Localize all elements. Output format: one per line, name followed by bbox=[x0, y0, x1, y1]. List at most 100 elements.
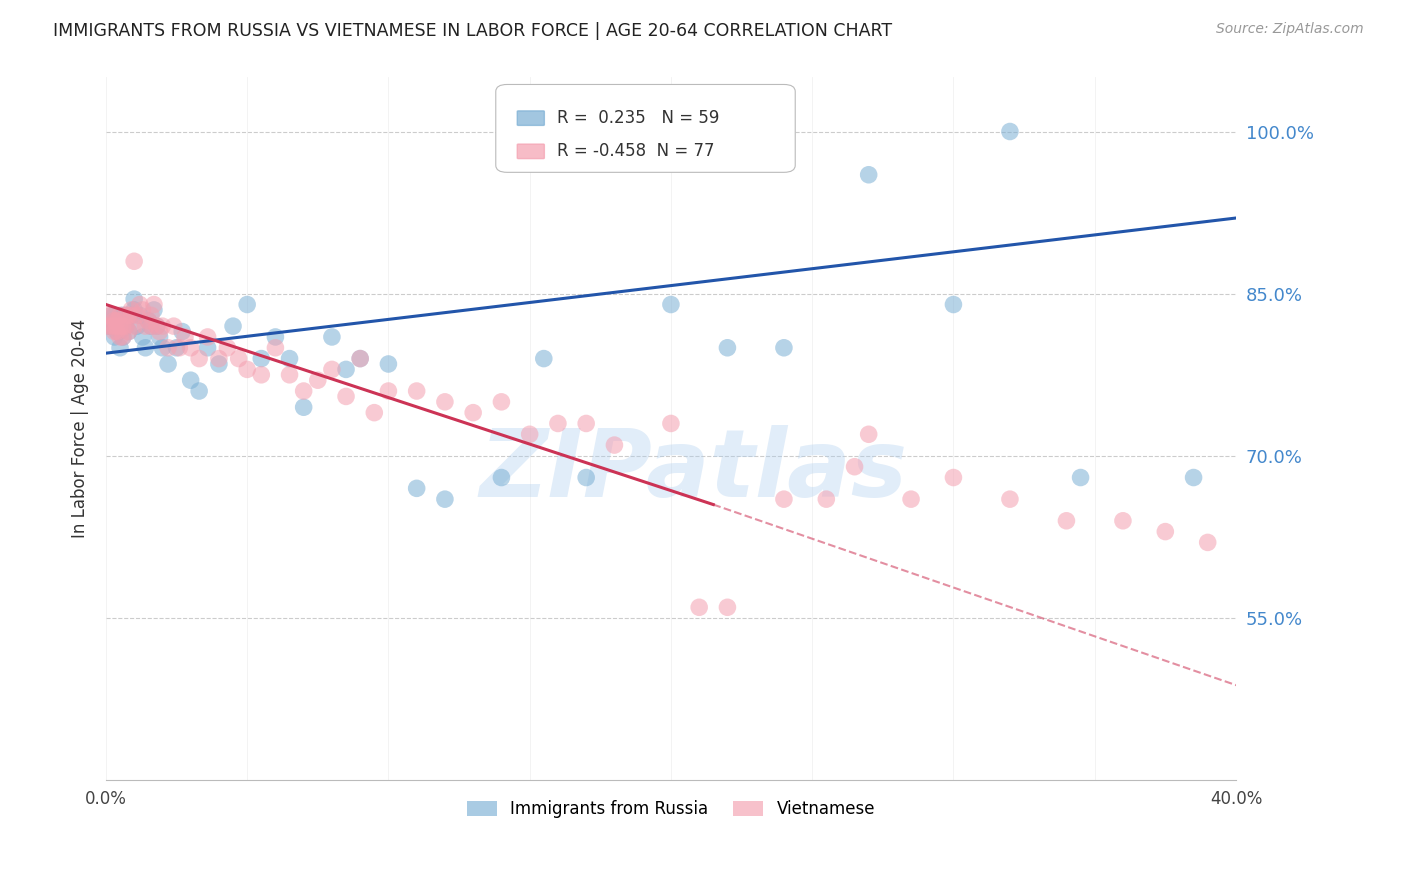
Point bbox=[105, 325, 128, 339]
Point bbox=[1054, 514, 1077, 528]
Point bbox=[103, 309, 125, 323]
Point bbox=[125, 309, 148, 323]
Text: R = -0.458  N = 77: R = -0.458 N = 77 bbox=[557, 143, 714, 161]
Point bbox=[844, 459, 866, 474]
Point bbox=[120, 302, 142, 317]
Point bbox=[114, 309, 136, 323]
Point bbox=[163, 319, 186, 334]
Point bbox=[114, 319, 136, 334]
Point bbox=[97, 309, 120, 323]
Point bbox=[998, 124, 1021, 138]
Point bbox=[174, 330, 197, 344]
Point bbox=[180, 373, 202, 387]
Point bbox=[433, 394, 456, 409]
Point bbox=[100, 309, 122, 323]
Text: ZIPatlas: ZIPatlas bbox=[479, 425, 908, 517]
Legend: Immigrants from Russia, Vietnamese: Immigrants from Russia, Vietnamese bbox=[460, 793, 882, 825]
Point bbox=[114, 309, 136, 323]
Point bbox=[197, 341, 219, 355]
Point bbox=[131, 330, 153, 344]
Point bbox=[149, 325, 172, 339]
Point bbox=[659, 297, 682, 311]
Point bbox=[491, 470, 513, 484]
Point bbox=[405, 481, 427, 495]
Point bbox=[157, 341, 180, 355]
Point bbox=[117, 325, 139, 339]
Point bbox=[139, 309, 162, 323]
Point bbox=[120, 309, 142, 323]
Point bbox=[134, 341, 156, 355]
Point bbox=[815, 492, 838, 507]
Point bbox=[533, 351, 555, 366]
Point bbox=[278, 351, 301, 366]
Point bbox=[114, 319, 136, 334]
Point bbox=[1112, 514, 1135, 528]
Point bbox=[97, 319, 120, 334]
Point bbox=[105, 314, 128, 328]
Point bbox=[491, 394, 513, 409]
Point bbox=[716, 341, 738, 355]
Point bbox=[108, 325, 131, 339]
Point bbox=[169, 341, 191, 355]
Point bbox=[659, 417, 682, 431]
Text: R =  0.235   N = 59: R = 0.235 N = 59 bbox=[557, 109, 718, 128]
Point bbox=[122, 302, 145, 317]
Point bbox=[117, 325, 139, 339]
Point bbox=[603, 438, 626, 452]
Point bbox=[100, 319, 122, 334]
Point bbox=[858, 168, 880, 182]
Point bbox=[519, 427, 541, 442]
Point bbox=[128, 309, 150, 323]
Point bbox=[157, 357, 180, 371]
Point bbox=[377, 357, 399, 371]
Point bbox=[363, 406, 385, 420]
Point bbox=[125, 319, 148, 334]
Point bbox=[278, 368, 301, 382]
Point bbox=[217, 341, 239, 355]
Point bbox=[111, 319, 134, 334]
FancyBboxPatch shape bbox=[496, 85, 796, 172]
Point bbox=[188, 351, 211, 366]
Point bbox=[1070, 470, 1092, 484]
Point bbox=[180, 341, 202, 355]
Point bbox=[108, 319, 131, 334]
Point bbox=[134, 319, 156, 334]
Point bbox=[321, 362, 343, 376]
Point bbox=[97, 319, 120, 334]
Point bbox=[100, 319, 122, 334]
Point bbox=[108, 341, 131, 355]
FancyBboxPatch shape bbox=[517, 111, 544, 126]
Point bbox=[1182, 470, 1205, 484]
Point bbox=[152, 341, 174, 355]
Point bbox=[942, 470, 965, 484]
Point bbox=[120, 309, 142, 323]
Point bbox=[292, 401, 315, 415]
Point bbox=[716, 600, 738, 615]
Point bbox=[405, 384, 427, 398]
Point bbox=[111, 330, 134, 344]
Point bbox=[122, 292, 145, 306]
Point bbox=[292, 384, 315, 398]
Text: IMMIGRANTS FROM RUSSIA VS VIETNAMESE IN LABOR FORCE | AGE 20-64 CORRELATION CHAR: IMMIGRANTS FROM RUSSIA VS VIETNAMESE IN … bbox=[53, 22, 893, 40]
Point bbox=[166, 341, 188, 355]
Point bbox=[250, 368, 273, 382]
Point bbox=[197, 330, 219, 344]
Point bbox=[149, 330, 172, 344]
Point bbox=[942, 297, 965, 311]
Point bbox=[142, 297, 165, 311]
Point bbox=[122, 254, 145, 268]
Point bbox=[773, 492, 796, 507]
Point bbox=[131, 302, 153, 317]
Point bbox=[103, 319, 125, 334]
Point bbox=[108, 319, 131, 334]
Point bbox=[117, 309, 139, 323]
Point bbox=[228, 351, 250, 366]
Point bbox=[208, 351, 231, 366]
Point bbox=[236, 297, 259, 311]
Point bbox=[108, 330, 131, 344]
Point bbox=[136, 314, 159, 328]
Point bbox=[139, 319, 162, 334]
Point bbox=[100, 309, 122, 323]
Point bbox=[145, 319, 167, 334]
Point bbox=[307, 373, 329, 387]
